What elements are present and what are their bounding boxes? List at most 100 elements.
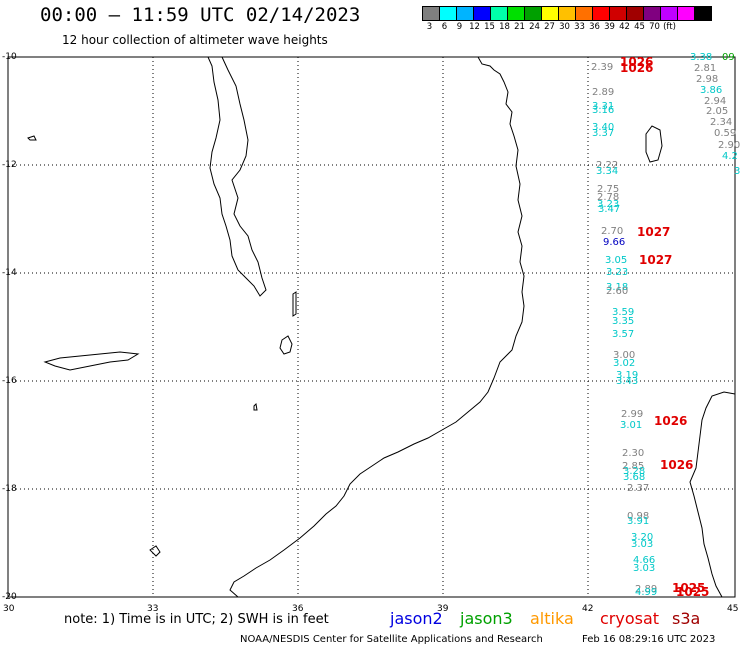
lon-label: 36	[292, 604, 304, 614]
legend-label: 3	[426, 22, 433, 32]
legend-swatch	[473, 6, 491, 21]
legend-swatch	[609, 6, 627, 21]
lon-label: 39	[437, 604, 449, 614]
lon-label: 45	[727, 604, 739, 614]
wave-height-label: 2.89	[592, 87, 614, 98]
wave-height-label: 1026	[620, 61, 653, 75]
wave-height-label: 3.47	[598, 204, 620, 215]
wave-height-label: 3.37	[592, 128, 614, 139]
lat-label: -16	[2, 376, 17, 386]
legend-swatch	[524, 6, 542, 21]
wave-height-label: 2.81	[694, 63, 716, 74]
wave-height-label: 0.59	[714, 128, 736, 139]
legend-label: 27	[544, 22, 555, 32]
legend-swatch	[490, 6, 508, 21]
credit-line: NOAA/NESDIS Center for Satellite Applica…	[240, 634, 543, 645]
wave-height-label: 3.16	[592, 105, 614, 116]
wave-height-label: 2.99	[621, 409, 643, 420]
wave-height-label: 3.00	[613, 350, 635, 361]
legend-swatch	[439, 6, 457, 21]
legend-swatch	[507, 6, 525, 21]
wave-height-label: 3.01	[620, 420, 642, 431]
legend-swatch	[456, 6, 474, 21]
wave-height-label: 3.91	[627, 516, 649, 527]
legend-label: 24	[529, 22, 540, 32]
wave-height-label: 3.05	[605, 255, 627, 266]
legend-swatch	[660, 6, 678, 21]
wave-height-label: 2.90	[718, 140, 740, 151]
wave-height-label: 3.19	[616, 370, 638, 381]
lat-label: -10	[2, 52, 17, 62]
wave-height-label: 3.59	[612, 307, 634, 318]
lat-label: -20	[2, 592, 17, 602]
legend-label: 6	[441, 22, 448, 32]
wave-height-label: 3.03	[631, 539, 653, 550]
wave-height-label: 4.66	[633, 555, 655, 566]
wave-height-label: 1026	[660, 458, 693, 472]
wave-height-label: 2.39	[591, 62, 613, 73]
wave-height-label: 3.31	[592, 101, 614, 112]
wave-height-label: 2.60	[606, 286, 628, 297]
wave-height-label: 2.78	[597, 192, 619, 203]
lat-label: -14	[2, 268, 17, 278]
color-legend	[422, 6, 712, 21]
wave-height-label: 3.68	[623, 472, 645, 483]
legend-label: 18	[499, 22, 510, 32]
wave-height-label: 3.18	[606, 282, 628, 293]
wave-height-label: 2.94	[704, 96, 726, 107]
lat-lon-grid	[8, 57, 735, 597]
wave-height-label: 3.57	[612, 329, 634, 340]
wave-height-label: 1027	[637, 225, 670, 239]
wave-height-label: 3.43	[616, 376, 638, 387]
wave-height-label: 3.34	[596, 166, 618, 177]
legend-label: 70	[649, 22, 660, 32]
generated-timestamp: Feb 16 08:29:16 UTC 2023	[582, 634, 716, 645]
legend-swatch	[626, 6, 644, 21]
lon-label: 42	[582, 604, 594, 614]
lat-label: -18	[2, 484, 17, 494]
wave-height-label: 1025	[676, 585, 709, 599]
wave-height-label: 3.23	[597, 199, 619, 210]
wave-height-label: 3	[734, 166, 740, 177]
wave-height-label: 3.20	[631, 532, 653, 543]
legend-swatch	[422, 6, 440, 21]
legend-label: 21	[514, 22, 525, 32]
wave-height-label: 0.98	[627, 511, 649, 522]
legend-label: 42	[619, 22, 630, 32]
wave-height-label: 1026	[620, 55, 653, 69]
legend-swatch	[643, 6, 661, 21]
legend-label: 33	[574, 22, 585, 32]
legend-label: 12	[469, 22, 480, 32]
legend-label: 39	[604, 22, 615, 32]
wave-height-label: 3.23	[606, 267, 628, 278]
wave-height-label: 4.2	[722, 151, 738, 162]
wave-height-label: 1026	[654, 414, 687, 428]
wave-height-label: 2.75	[597, 184, 619, 195]
wave-height-label: 3.02	[613, 358, 635, 369]
lat-label: -12	[2, 160, 17, 170]
legend-swatch	[677, 6, 695, 21]
wave-height-label: 3.86	[700, 85, 722, 96]
wave-height-label: 2.05	[706, 106, 728, 117]
legend-label: 45	[634, 22, 645, 32]
satellite-s3a: s3a	[672, 609, 701, 628]
wave-height-label: 4.99	[635, 587, 657, 598]
wave-height-label: 2.22	[596, 160, 618, 171]
wave-height-label: 9.66	[603, 237, 625, 248]
wave-height-label: 09	[722, 52, 735, 63]
legend-label: 9	[456, 22, 463, 32]
legend-label: 36	[589, 22, 600, 32]
lon-label: 30	[3, 604, 15, 614]
satellite-jason2: jason2	[390, 609, 443, 628]
satellite-altika: altika	[530, 609, 574, 628]
wave-height-label: 2.98	[696, 74, 718, 85]
legend-label: 30	[559, 22, 570, 32]
legend-swatch	[592, 6, 610, 21]
wave-height-label: 2.89	[635, 584, 657, 595]
legend-swatch	[558, 6, 576, 21]
page-subtitle: 12 hour collection of altimeter wave hei…	[62, 33, 328, 47]
wave-height-label: 3.28	[623, 466, 645, 477]
wave-height-label: 3.35	[612, 316, 634, 327]
